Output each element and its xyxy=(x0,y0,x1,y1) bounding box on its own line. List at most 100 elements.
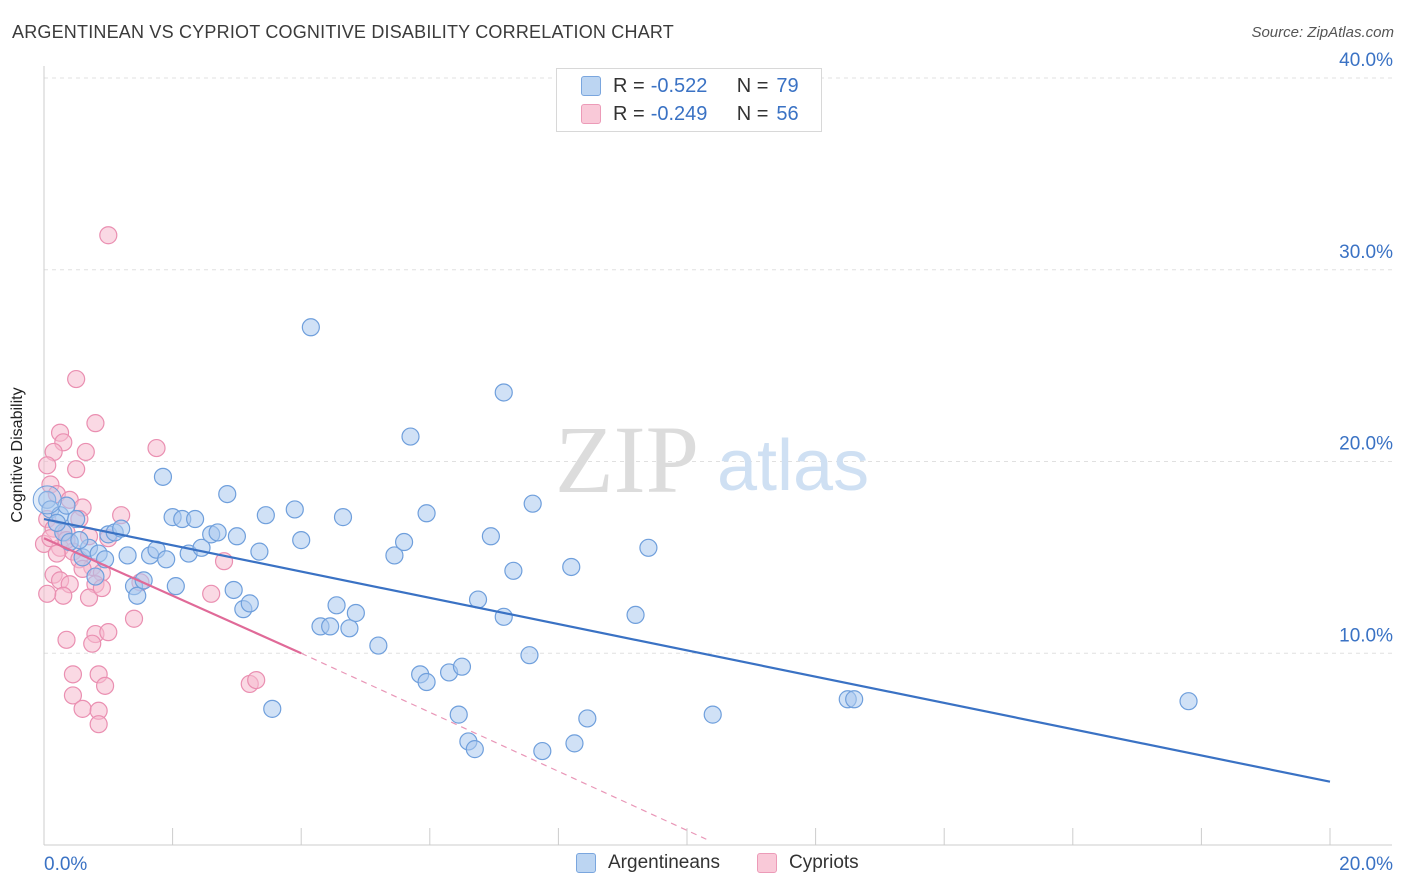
argentinean-point xyxy=(845,690,864,709)
x-tick-label: 20.0% xyxy=(1339,854,1393,875)
argentinean-point xyxy=(333,508,353,527)
cypriot-point xyxy=(99,623,118,642)
watermark-zip: ZIP xyxy=(555,406,699,513)
argentinean-point xyxy=(240,594,259,613)
legend-n-label: N = xyxy=(736,102,769,125)
cypriot-trend-line xyxy=(43,537,302,655)
y-tick-label: 10.0% xyxy=(1339,625,1393,646)
points xyxy=(32,226,1198,761)
watermark: ZIP atlas xyxy=(555,406,869,513)
trend-lines xyxy=(43,517,1331,840)
cypriot-point xyxy=(67,460,86,479)
y-tick-label: 40.0% xyxy=(1339,50,1393,71)
cypriot-point xyxy=(63,665,83,684)
cypriot-point xyxy=(83,634,102,653)
argentinean-point xyxy=(285,500,304,519)
cypriot-point xyxy=(54,586,73,605)
argentinean-point xyxy=(67,509,86,529)
legend-swatch-pink xyxy=(581,104,601,124)
cypriot-point xyxy=(63,686,83,705)
legend-r-label: R = xyxy=(613,102,645,125)
argentinean-point xyxy=(417,504,436,523)
argentinean-point xyxy=(128,586,147,605)
legend-row-argentineans: R = -0.522 N = 79 xyxy=(581,73,799,99)
cypriot-point xyxy=(57,630,76,649)
argentinean-point xyxy=(118,546,137,565)
cypriot-point xyxy=(124,609,144,628)
cypriot-point xyxy=(67,369,86,389)
stats-legend: R = -0.522 N = 79 R = -0.249 N = 56 xyxy=(556,68,822,132)
argentinean-point xyxy=(208,523,227,542)
y-tick-label: 20.0% xyxy=(1339,434,1393,455)
source-label: Source: ZipAtlas.com xyxy=(1251,24,1394,41)
argentinean-point xyxy=(394,532,414,552)
legend-label: Argentineans xyxy=(608,852,720,873)
argentinean-point xyxy=(369,636,388,655)
argentinean-point xyxy=(565,734,584,753)
legend-swatch-blue xyxy=(576,853,596,873)
legend-r-value: -0.522 xyxy=(650,74,708,97)
cypriot-point xyxy=(38,456,57,475)
tick-labels: 10.0% 20.0% 30.0% 40.0% 0.0% 20.0% xyxy=(44,50,1393,875)
argentinean-point xyxy=(227,527,246,546)
legend-n-label: N = xyxy=(736,74,769,97)
cypriot-point xyxy=(79,588,99,607)
legend-r-value: -0.249 xyxy=(650,102,708,125)
argentinean-point xyxy=(224,580,243,600)
argentinean-point xyxy=(153,467,173,486)
argentinean-point xyxy=(1179,692,1198,711)
cypriot-point xyxy=(202,584,221,603)
argentinean-point xyxy=(401,427,420,446)
series-legend: Argentineans Cypriots xyxy=(0,852,1406,878)
chart-title: ARGENTINEAN VS CYPRIOT COGNITIVE DISABIL… xyxy=(12,22,674,42)
y-axis-label: Cognitive Disability xyxy=(9,387,26,523)
argentinean-point xyxy=(340,619,359,638)
argentinean-point xyxy=(346,603,365,623)
legend-r-label: R = xyxy=(613,74,645,97)
cypriot-point xyxy=(38,584,57,603)
legend-swatch-pink xyxy=(757,853,777,873)
argentinean-point xyxy=(321,617,340,636)
gridlines xyxy=(44,77,1392,654)
argentinean-point xyxy=(327,596,346,615)
argentinean-trend-line xyxy=(43,517,1331,783)
argentinean-point xyxy=(639,538,658,557)
legend-swatch-blue xyxy=(581,76,601,96)
argentinean-point xyxy=(385,546,404,565)
cypriot-trend-extension xyxy=(300,652,707,840)
legend-n-value: 56 xyxy=(776,102,799,125)
argentinean-point xyxy=(578,709,597,728)
argentinean-point xyxy=(186,509,205,529)
argentinean-point xyxy=(452,657,472,676)
y-tick-label: 30.0% xyxy=(1339,242,1393,263)
argentinean-point xyxy=(250,542,269,561)
argentinean-point xyxy=(166,577,185,596)
argentinean-point xyxy=(70,531,89,550)
cypriot-point xyxy=(89,715,108,734)
legend-item-cypriots[interactable]: Cypriots xyxy=(757,852,859,874)
argentinean-point xyxy=(157,550,176,569)
legend-row-cypriots: R = -0.249 N = 56 xyxy=(581,101,799,127)
argentinean-point xyxy=(626,605,645,625)
cypriot-point xyxy=(247,670,266,690)
argentinean-point xyxy=(263,699,282,718)
argentinean-point xyxy=(481,527,500,546)
legend-n-value: 79 xyxy=(776,74,799,97)
legend-item-argentineans[interactable]: Argentineans xyxy=(576,852,720,874)
cypriot-point xyxy=(147,438,166,458)
argentinean-point xyxy=(86,567,105,586)
watermark-atlas: atlas xyxy=(717,426,869,506)
argentinean-point xyxy=(562,557,581,577)
cypriot-point xyxy=(99,226,118,245)
argentinean-point xyxy=(32,485,62,515)
argentinean-point xyxy=(57,496,76,515)
argentinean-point xyxy=(520,646,539,665)
argentinean-point xyxy=(417,672,436,692)
cypriot-point xyxy=(86,414,105,433)
argentinean-point xyxy=(533,741,552,761)
argentinean-point xyxy=(218,484,237,504)
argentinean-point xyxy=(703,705,722,724)
argentinean-point xyxy=(494,383,513,402)
argentinean-point xyxy=(449,705,468,724)
